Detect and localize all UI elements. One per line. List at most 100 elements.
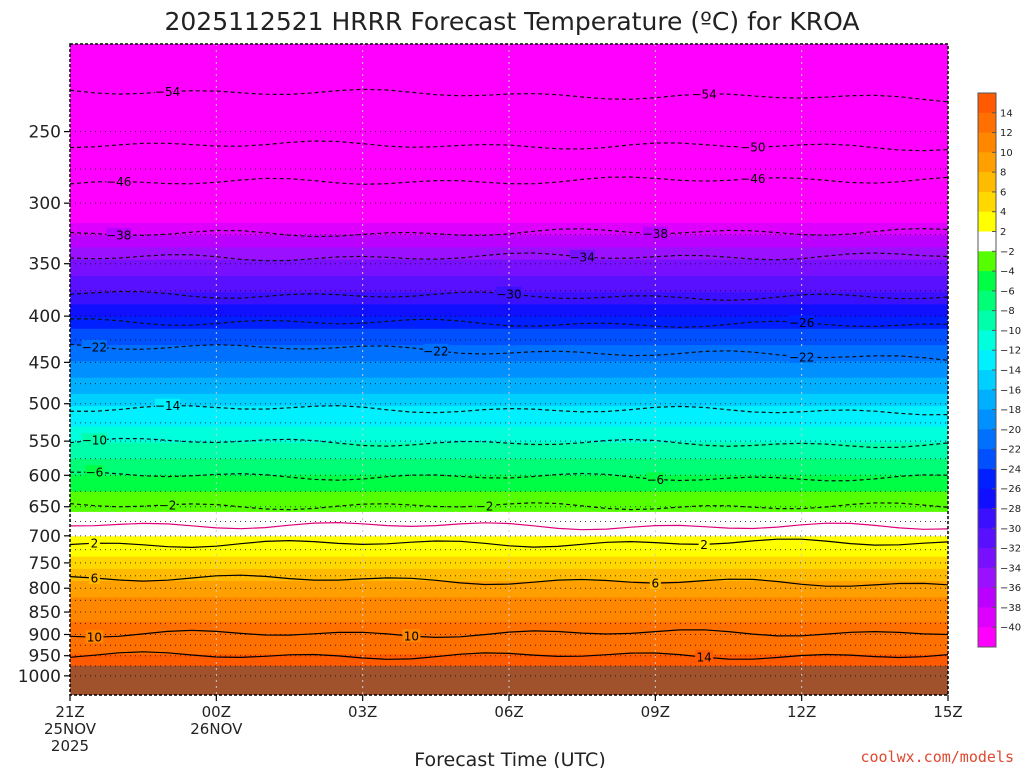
temperature-band [70, 279, 948, 285]
temperature-band [70, 267, 948, 273]
temperature-band [70, 410, 948, 416]
y-tick-label: 700 [29, 527, 61, 547]
temperature-band [70, 231, 948, 237]
temperature-band [70, 442, 948, 448]
temperature-band [70, 658, 948, 664]
contour-label-bg [642, 226, 668, 240]
temperature-band [70, 430, 948, 436]
contour-label-bg [402, 629, 421, 643]
contour-label: −38 [106, 228, 131, 242]
temperature-band [70, 52, 948, 58]
temperature-band [70, 182, 948, 188]
temperature-band [70, 646, 948, 652]
temperature-band [70, 491, 948, 497]
temperature-band [70, 471, 948, 477]
y-tick-label: 600 [29, 466, 61, 486]
x-axis-label: Forecast Time (UTC) [414, 749, 605, 768]
temperature-band [70, 218, 948, 224]
colorbar-swatch [978, 429, 996, 450]
y-tick-label: 950 [29, 647, 61, 667]
colorbar-label: −36 [1000, 583, 1021, 594]
colorbar-swatch [978, 548, 996, 569]
colorbar-swatch [978, 251, 996, 272]
temperature-band [70, 88, 948, 94]
contour-label: −22 [789, 350, 814, 364]
colorbar-swatch [978, 290, 996, 312]
temperature-band [70, 369, 948, 375]
temperature-band [70, 454, 948, 460]
temperature-band [70, 80, 948, 86]
colorbar-swatch [978, 488, 996, 509]
contour-label: −6 [646, 473, 664, 487]
colorbar-label: −4 [1000, 267, 1015, 278]
temperature-band [70, 572, 948, 578]
colorbar-swatch [978, 587, 996, 608]
contour-label-bg [106, 174, 132, 188]
y-tick-label: 300 [29, 194, 61, 214]
colorbar-swatch [978, 330, 996, 351]
y-tick-label: 750 [29, 554, 61, 574]
temperature-band [70, 316, 948, 322]
temperature-band [70, 341, 948, 346]
temperature-band [70, 556, 948, 562]
temperature-band [70, 353, 948, 359]
y-tick-label: 450 [29, 353, 61, 373]
temperature-band [70, 304, 948, 310]
temperature-band [70, 100, 948, 106]
contour-label: −50 [740, 141, 765, 155]
contour-label-bg [475, 498, 494, 512]
x-tick-label: 06Z [494, 703, 523, 721]
temperature-band [70, 214, 948, 220]
temperature-band [70, 650, 948, 656]
temperature-band [70, 206, 948, 212]
colorbar-label: 10 [1000, 148, 1013, 159]
temperature-band [70, 446, 948, 452]
colorbar-label: −18 [1000, 405, 1021, 416]
temperature-band [70, 507, 948, 513]
x-tick-label: 12Z [787, 703, 816, 721]
contour-line [70, 521, 948, 531]
temperature-band [70, 259, 948, 265]
temperature-band [70, 178, 948, 184]
contour-line [70, 629, 948, 639]
credit-text[interactable]: coolwx.com/models [860, 748, 1014, 766]
colorbar-label: 12 [1000, 128, 1013, 139]
temperature-band [70, 194, 948, 200]
temperature-band [70, 202, 948, 208]
temperature-band [70, 422, 948, 428]
colorbar-swatch [978, 567, 996, 589]
temperature-band [70, 406, 948, 411]
contour-label-bg [88, 536, 100, 550]
temperature-band [70, 125, 948, 131]
temperature-band [70, 467, 948, 473]
colorbar-label: −14 [1000, 366, 1021, 377]
colorbar-label: −22 [1000, 445, 1021, 456]
temperature-band [70, 397, 948, 403]
colorbar-swatch [978, 528, 996, 549]
contour-label: 2 [700, 538, 708, 552]
temperature-band [70, 320, 948, 326]
temperature-band [70, 44, 948, 49]
colorbar-swatch [978, 468, 996, 490]
temperature-band [70, 499, 948, 505]
colorbar-label: −8 [1000, 306, 1015, 317]
temperature-band [70, 284, 948, 289]
contour-label-bg [649, 576, 661, 590]
axes: 2503003504004505005506006507007508008509… [18, 43, 963, 755]
temperature-band [70, 568, 948, 574]
contour-label: −54 [691, 87, 716, 101]
colorbar-label: −12 [1000, 346, 1021, 357]
temperature-band [70, 418, 948, 424]
contour-label: −14 [155, 399, 180, 413]
colorbar: 14 12 10 8 6 4 2 −2 −4 −6 −8 −10 −12 −14 −16 −18 −20 −22 −… [977, 92, 1021, 648]
temperature-band [70, 560, 948, 566]
colorbar-swatch [978, 152, 996, 173]
temperature-band [70, 166, 948, 171]
temperature-band [70, 227, 948, 232]
colorbar-swatch [978, 607, 996, 628]
x-tick-label: 15Z [933, 703, 962, 721]
temperature-band [70, 605, 948, 611]
temperature-band [70, 56, 948, 62]
temperature-band [70, 365, 948, 371]
colorbar-swatch [978, 508, 996, 529]
